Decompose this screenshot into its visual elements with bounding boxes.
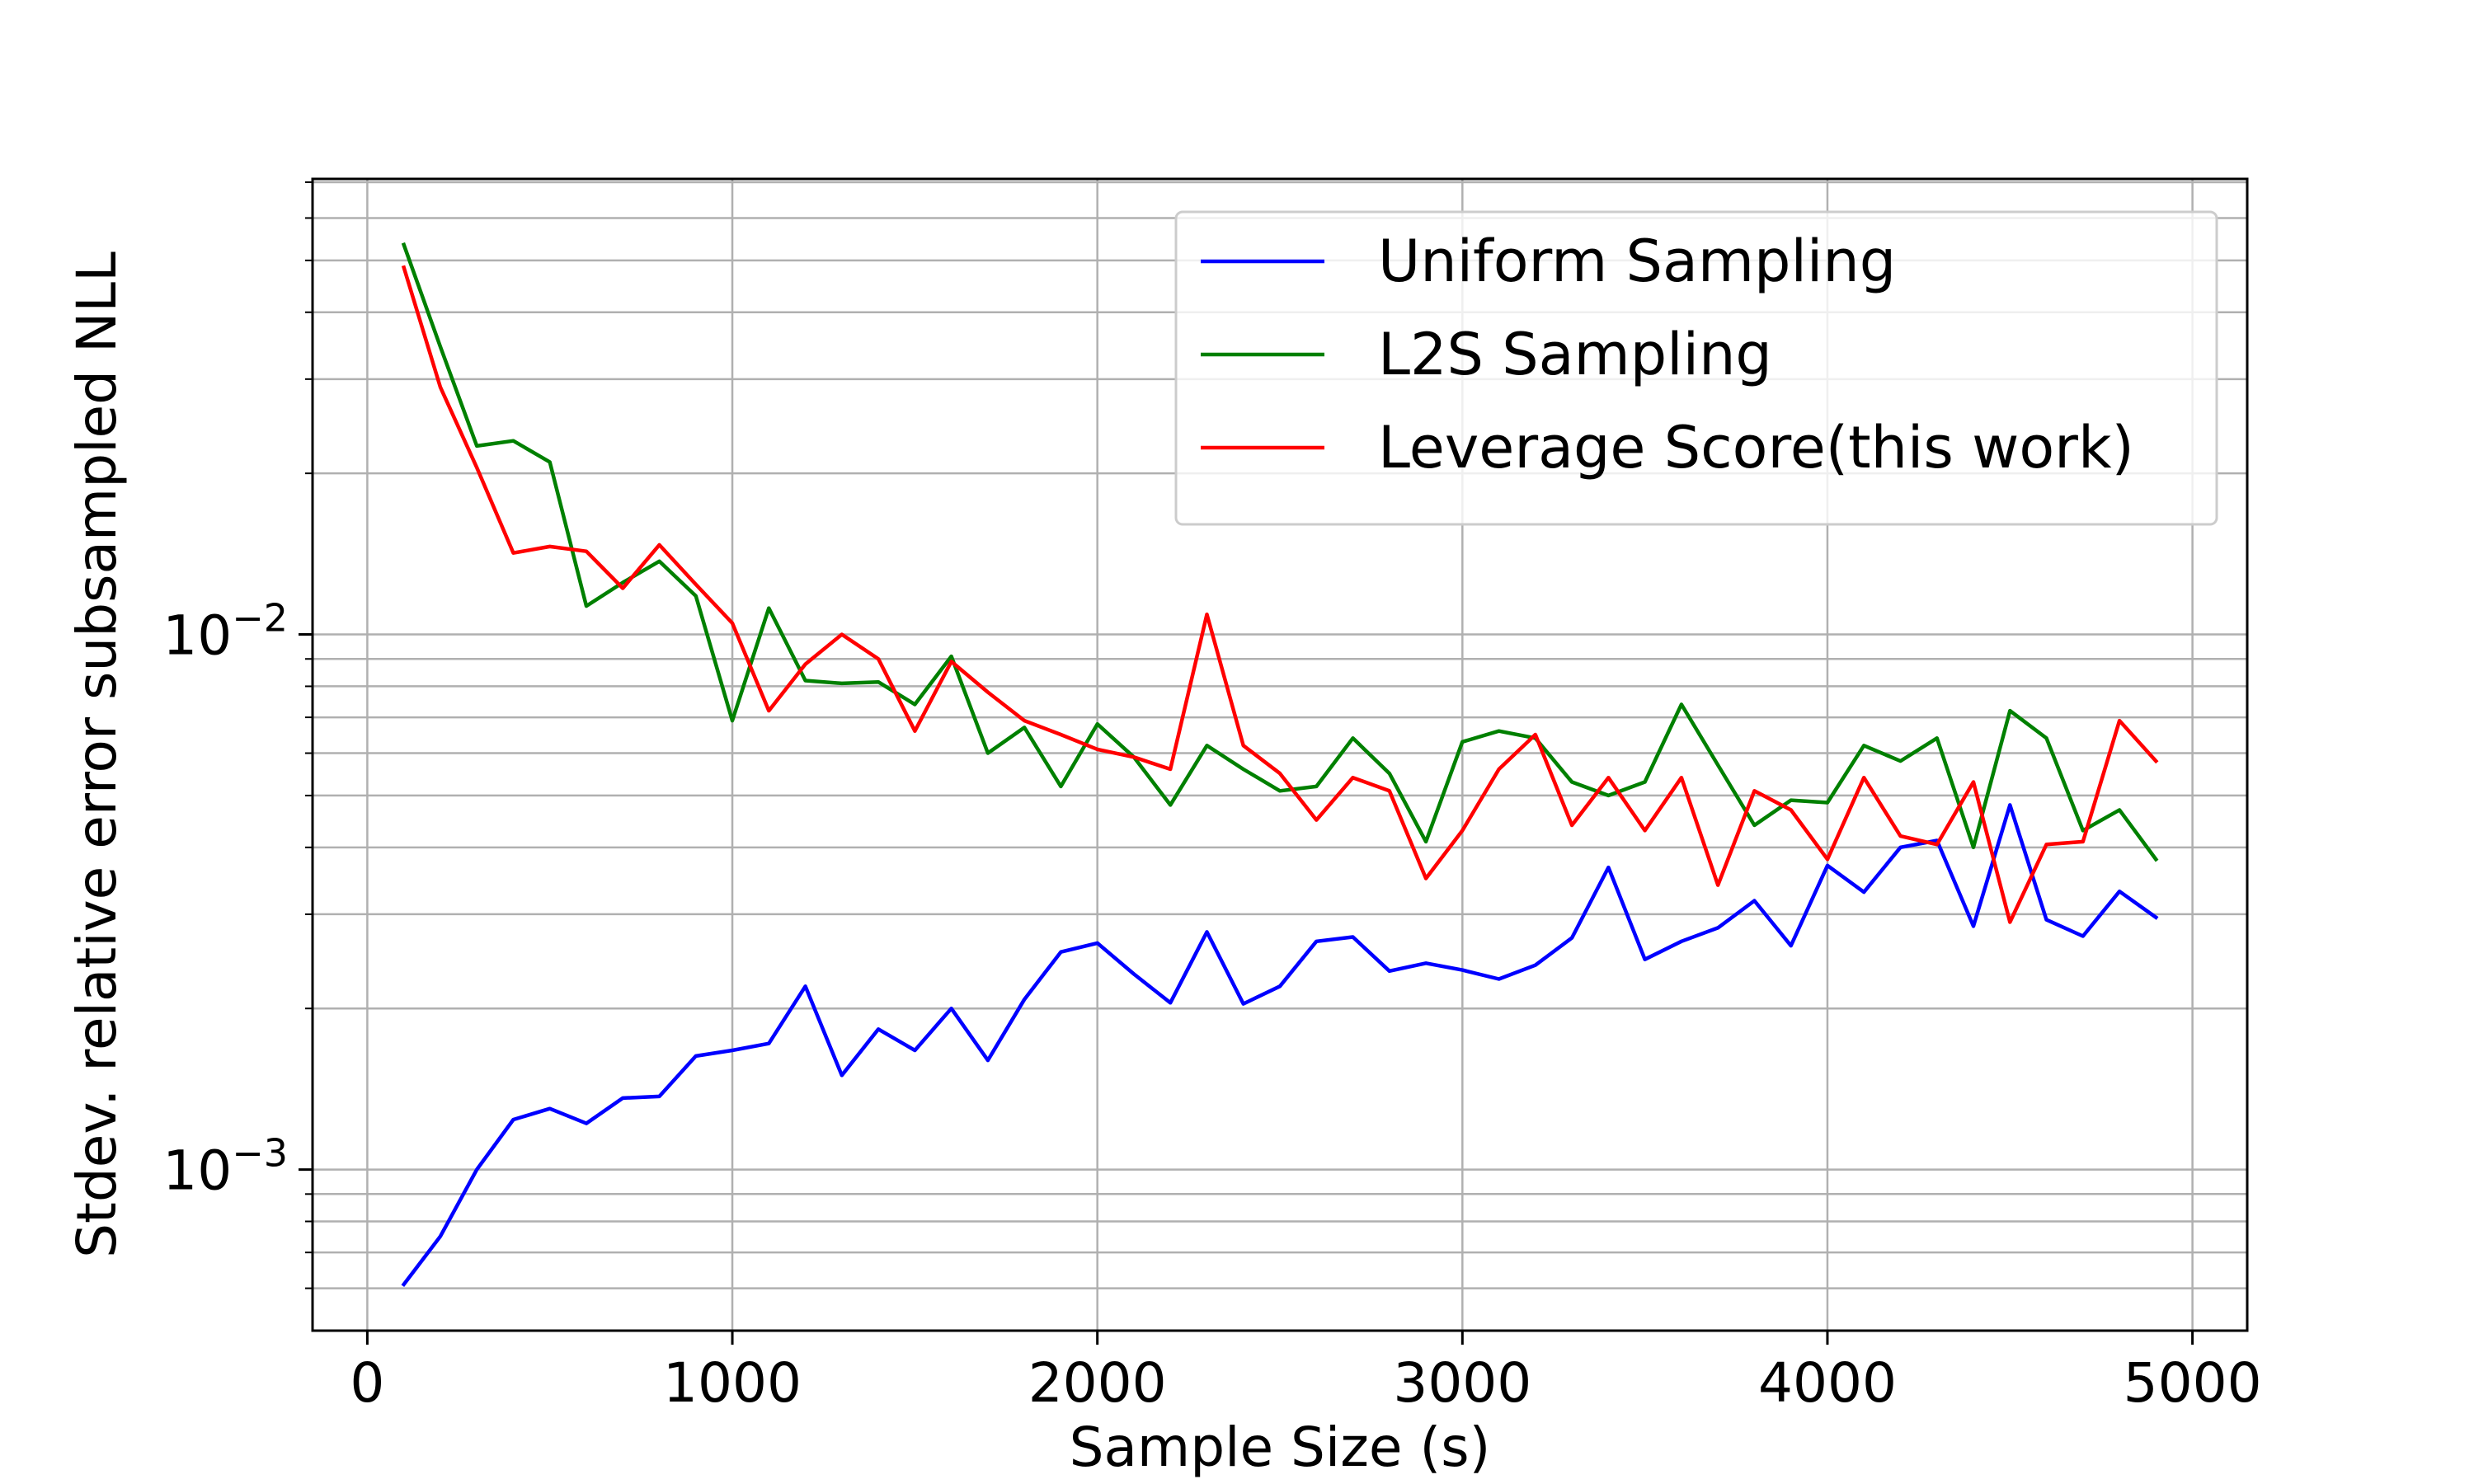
- legend-label: Uniform Sampling: [1378, 228, 1896, 295]
- x-tick-label: 0: [350, 1351, 384, 1415]
- x-axis-label: Sample Size (s): [1070, 1416, 1491, 1479]
- series-line-uniform-sampling: [401, 803, 2159, 1288]
- y-axis-label: Stdev. relative error subsampled NLL: [65, 251, 129, 1258]
- y-tick-label: 10−3: [162, 1131, 288, 1203]
- x-tick-label: 5000: [2124, 1351, 2262, 1415]
- series-line-leverage-score-this-work: [401, 265, 2159, 924]
- x-tick-label: 2000: [1028, 1351, 1167, 1415]
- plot-frame: [311, 177, 2249, 1332]
- y-tick-label: 10−2: [162, 596, 288, 668]
- axes: 0 1000 2000 3000 4000 5000 10−3 10−2: [162, 181, 2262, 1415]
- x-tick-label: 1000: [663, 1351, 802, 1415]
- series-line-l2s-sampling: [401, 242, 2159, 862]
- legend-box: [1174, 210, 2218, 526]
- legend-label: Leverage Score(this work): [1378, 414, 2134, 481]
- legend-label: L2S Sampling: [1378, 321, 1772, 388]
- x-tick-label: 4000: [1758, 1351, 1897, 1415]
- x-tick-label: 3000: [1393, 1351, 1531, 1415]
- legend: Uniform Sampling L2S Sampling Leverage Sco…: [1174, 210, 2218, 526]
- series-lines: [401, 242, 2159, 1288]
